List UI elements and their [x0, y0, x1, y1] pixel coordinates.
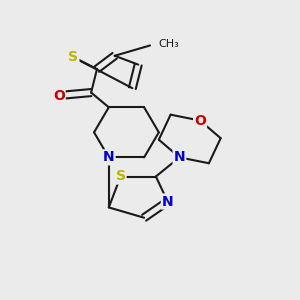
Text: S: S	[68, 50, 78, 64]
Text: O: O	[53, 88, 65, 103]
Text: N: N	[103, 150, 115, 164]
Text: S: S	[116, 169, 126, 184]
Text: N: N	[174, 150, 185, 164]
Text: O: O	[194, 114, 206, 128]
Text: N: N	[162, 194, 173, 208]
Text: CH₃: CH₃	[159, 39, 180, 49]
